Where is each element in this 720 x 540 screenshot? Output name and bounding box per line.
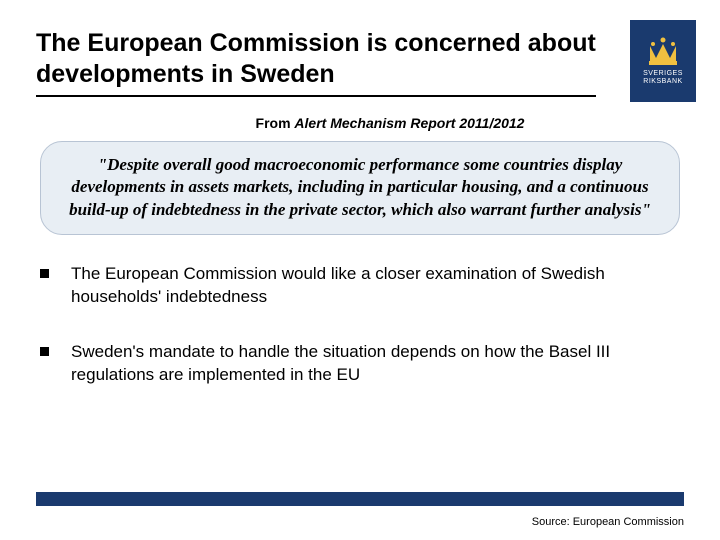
slide-subtitle: From Alert Mechanism Report 2011/2012 bbox=[36, 115, 684, 131]
subtitle-report: Alert Mechanism Report 2011/2012 bbox=[294, 115, 524, 131]
bullet-text: Sweden's mandate to handle the situation… bbox=[71, 341, 676, 387]
bullet-text: The European Commission would like a clo… bbox=[71, 263, 676, 309]
quote-text: "Despite overall good macroeconomic perf… bbox=[69, 154, 651, 223]
source-attribution: Source: European Commission bbox=[532, 516, 684, 528]
bullet-marker-icon bbox=[40, 347, 49, 356]
slide: SVERIGES RIKSBANK The European Commissio… bbox=[0, 0, 720, 540]
list-item: Sweden's mandate to handle the situation… bbox=[40, 341, 676, 387]
logo-text: SVERIGES RIKSBANK bbox=[643, 70, 683, 85]
logo-line2: RIKSBANK bbox=[643, 78, 682, 85]
subtitle-prefix: From bbox=[256, 115, 295, 131]
crown-icon bbox=[646, 36, 680, 66]
logo-line1: SVERIGES bbox=[643, 70, 683, 77]
bullet-list: The European Commission would like a clo… bbox=[36, 263, 684, 387]
list-item: The European Commission would like a clo… bbox=[40, 263, 676, 309]
bullet-marker-icon bbox=[40, 269, 49, 278]
slide-title: The European Commission is concerned abo… bbox=[36, 28, 596, 91]
riksbank-logo: SVERIGES RIKSBANK bbox=[630, 20, 696, 102]
bottom-band bbox=[36, 492, 684, 506]
title-underline bbox=[36, 95, 596, 97]
quote-box: "Despite overall good macroeconomic perf… bbox=[40, 141, 680, 236]
